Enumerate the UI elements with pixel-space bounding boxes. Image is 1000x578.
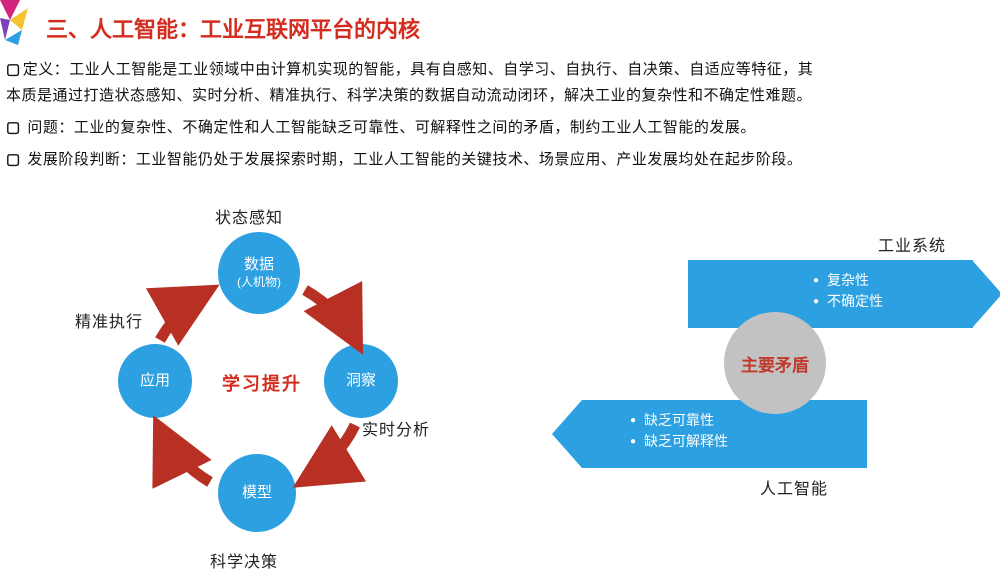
arrow-band-top: 复杂性 不确定性	[688, 260, 973, 328]
para-problem: 问题：工业的复杂性、不确定性和人工智能缺乏可靠性、可解释性之间的矛盾，制约工业人…	[6, 116, 991, 141]
page-title: 三、人工智能：工业互联网平台的内核	[46, 12, 420, 44]
arrow-head-left-icon	[552, 400, 582, 468]
contradiction-text: 主要矛盾	[741, 351, 809, 376]
arrow-band-bottom: 缺乏可靠性 缺乏可解释性	[582, 400, 867, 468]
para-definition-2: 本质是通过打造状态感知、实时分析、精准执行、科学决策的数据自动流动闭环，解决工业…	[6, 84, 991, 109]
bot-item-0: 缺乏可靠性	[630, 410, 867, 431]
para-stage: 发展阶段判断：工业智能仍处于发展探索时期，工业人工智能的关键技术、场景应用、产业…	[6, 148, 991, 173]
contradiction-circle: 主要矛盾	[724, 312, 826, 414]
arrow-head-right-icon	[972, 260, 1000, 328]
label-ai: 人工智能	[760, 475, 828, 499]
para-definition-1: 定义：工业人工智能是工业领域中由计算机实现的智能，具有自感知、自学习、自执行、自…	[6, 58, 991, 83]
cycle-arrows	[80, 200, 450, 570]
bot-item-1: 缺乏可解释性	[630, 431, 867, 452]
label-industry-system: 工业系统	[878, 232, 946, 256]
top-item-0: 复杂性	[813, 270, 973, 291]
logo-icon	[0, 0, 40, 45]
top-item-1: 不确定性	[813, 291, 973, 312]
